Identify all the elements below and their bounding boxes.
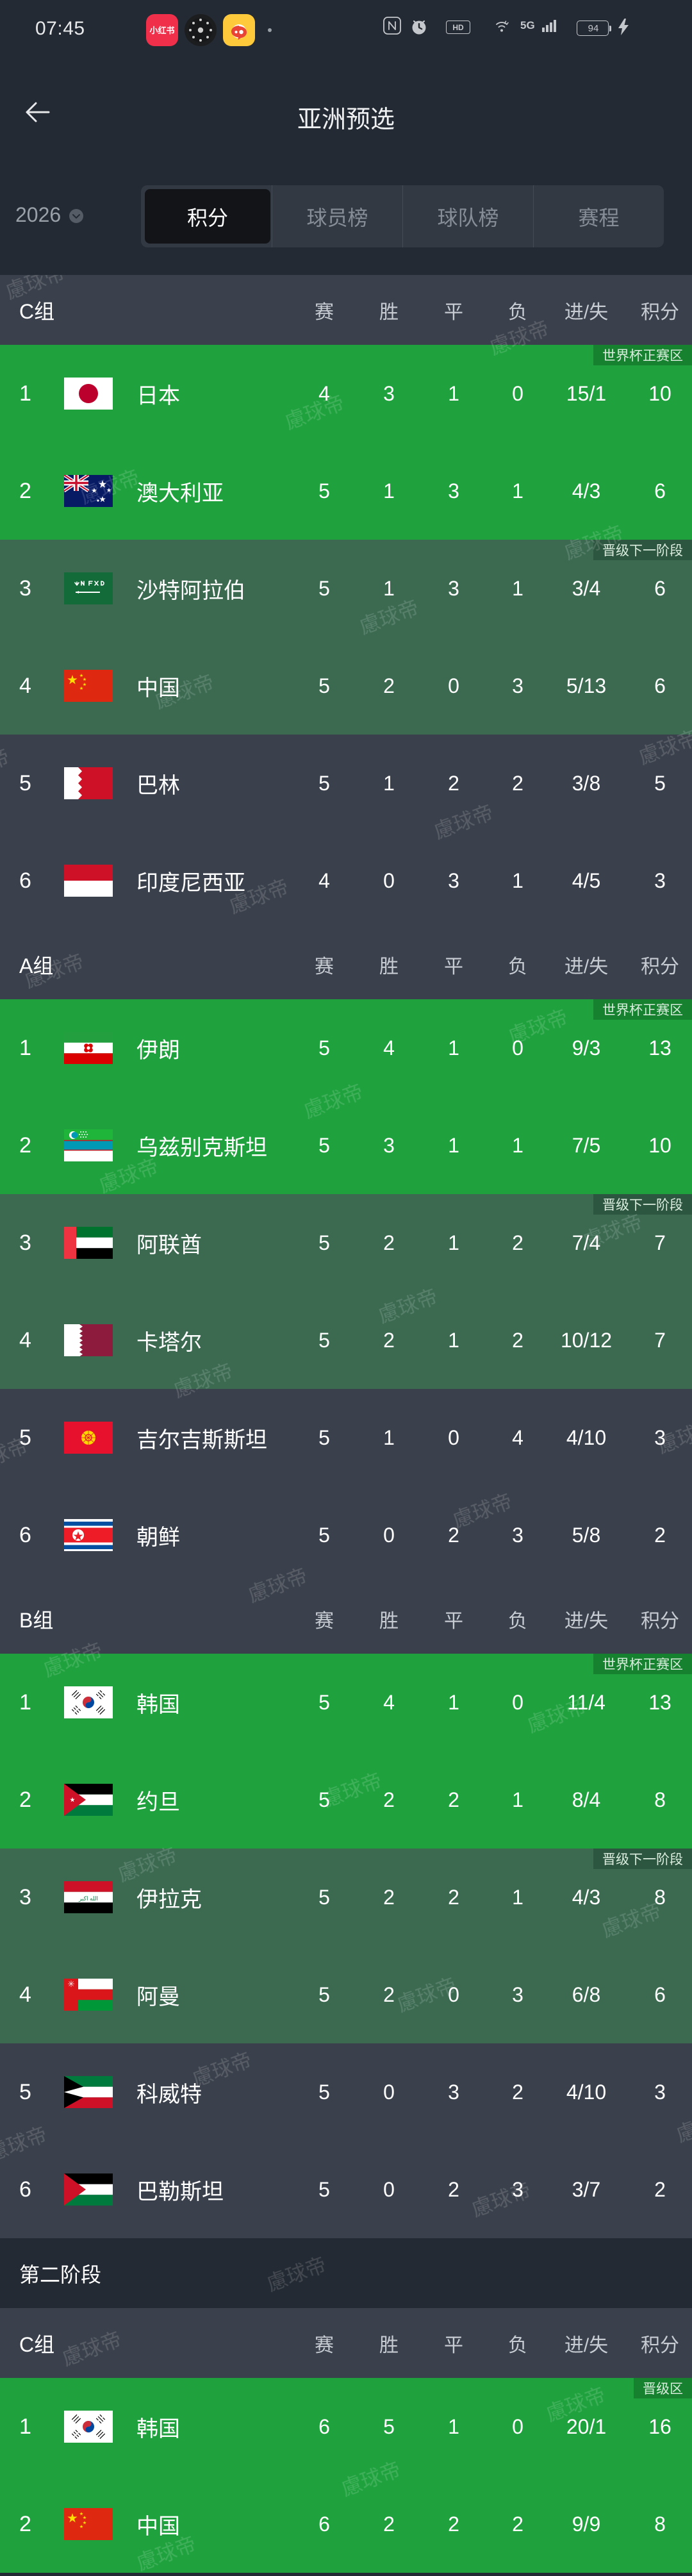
svg-text:الله اكبر: الله اكبر xyxy=(78,1895,98,1902)
